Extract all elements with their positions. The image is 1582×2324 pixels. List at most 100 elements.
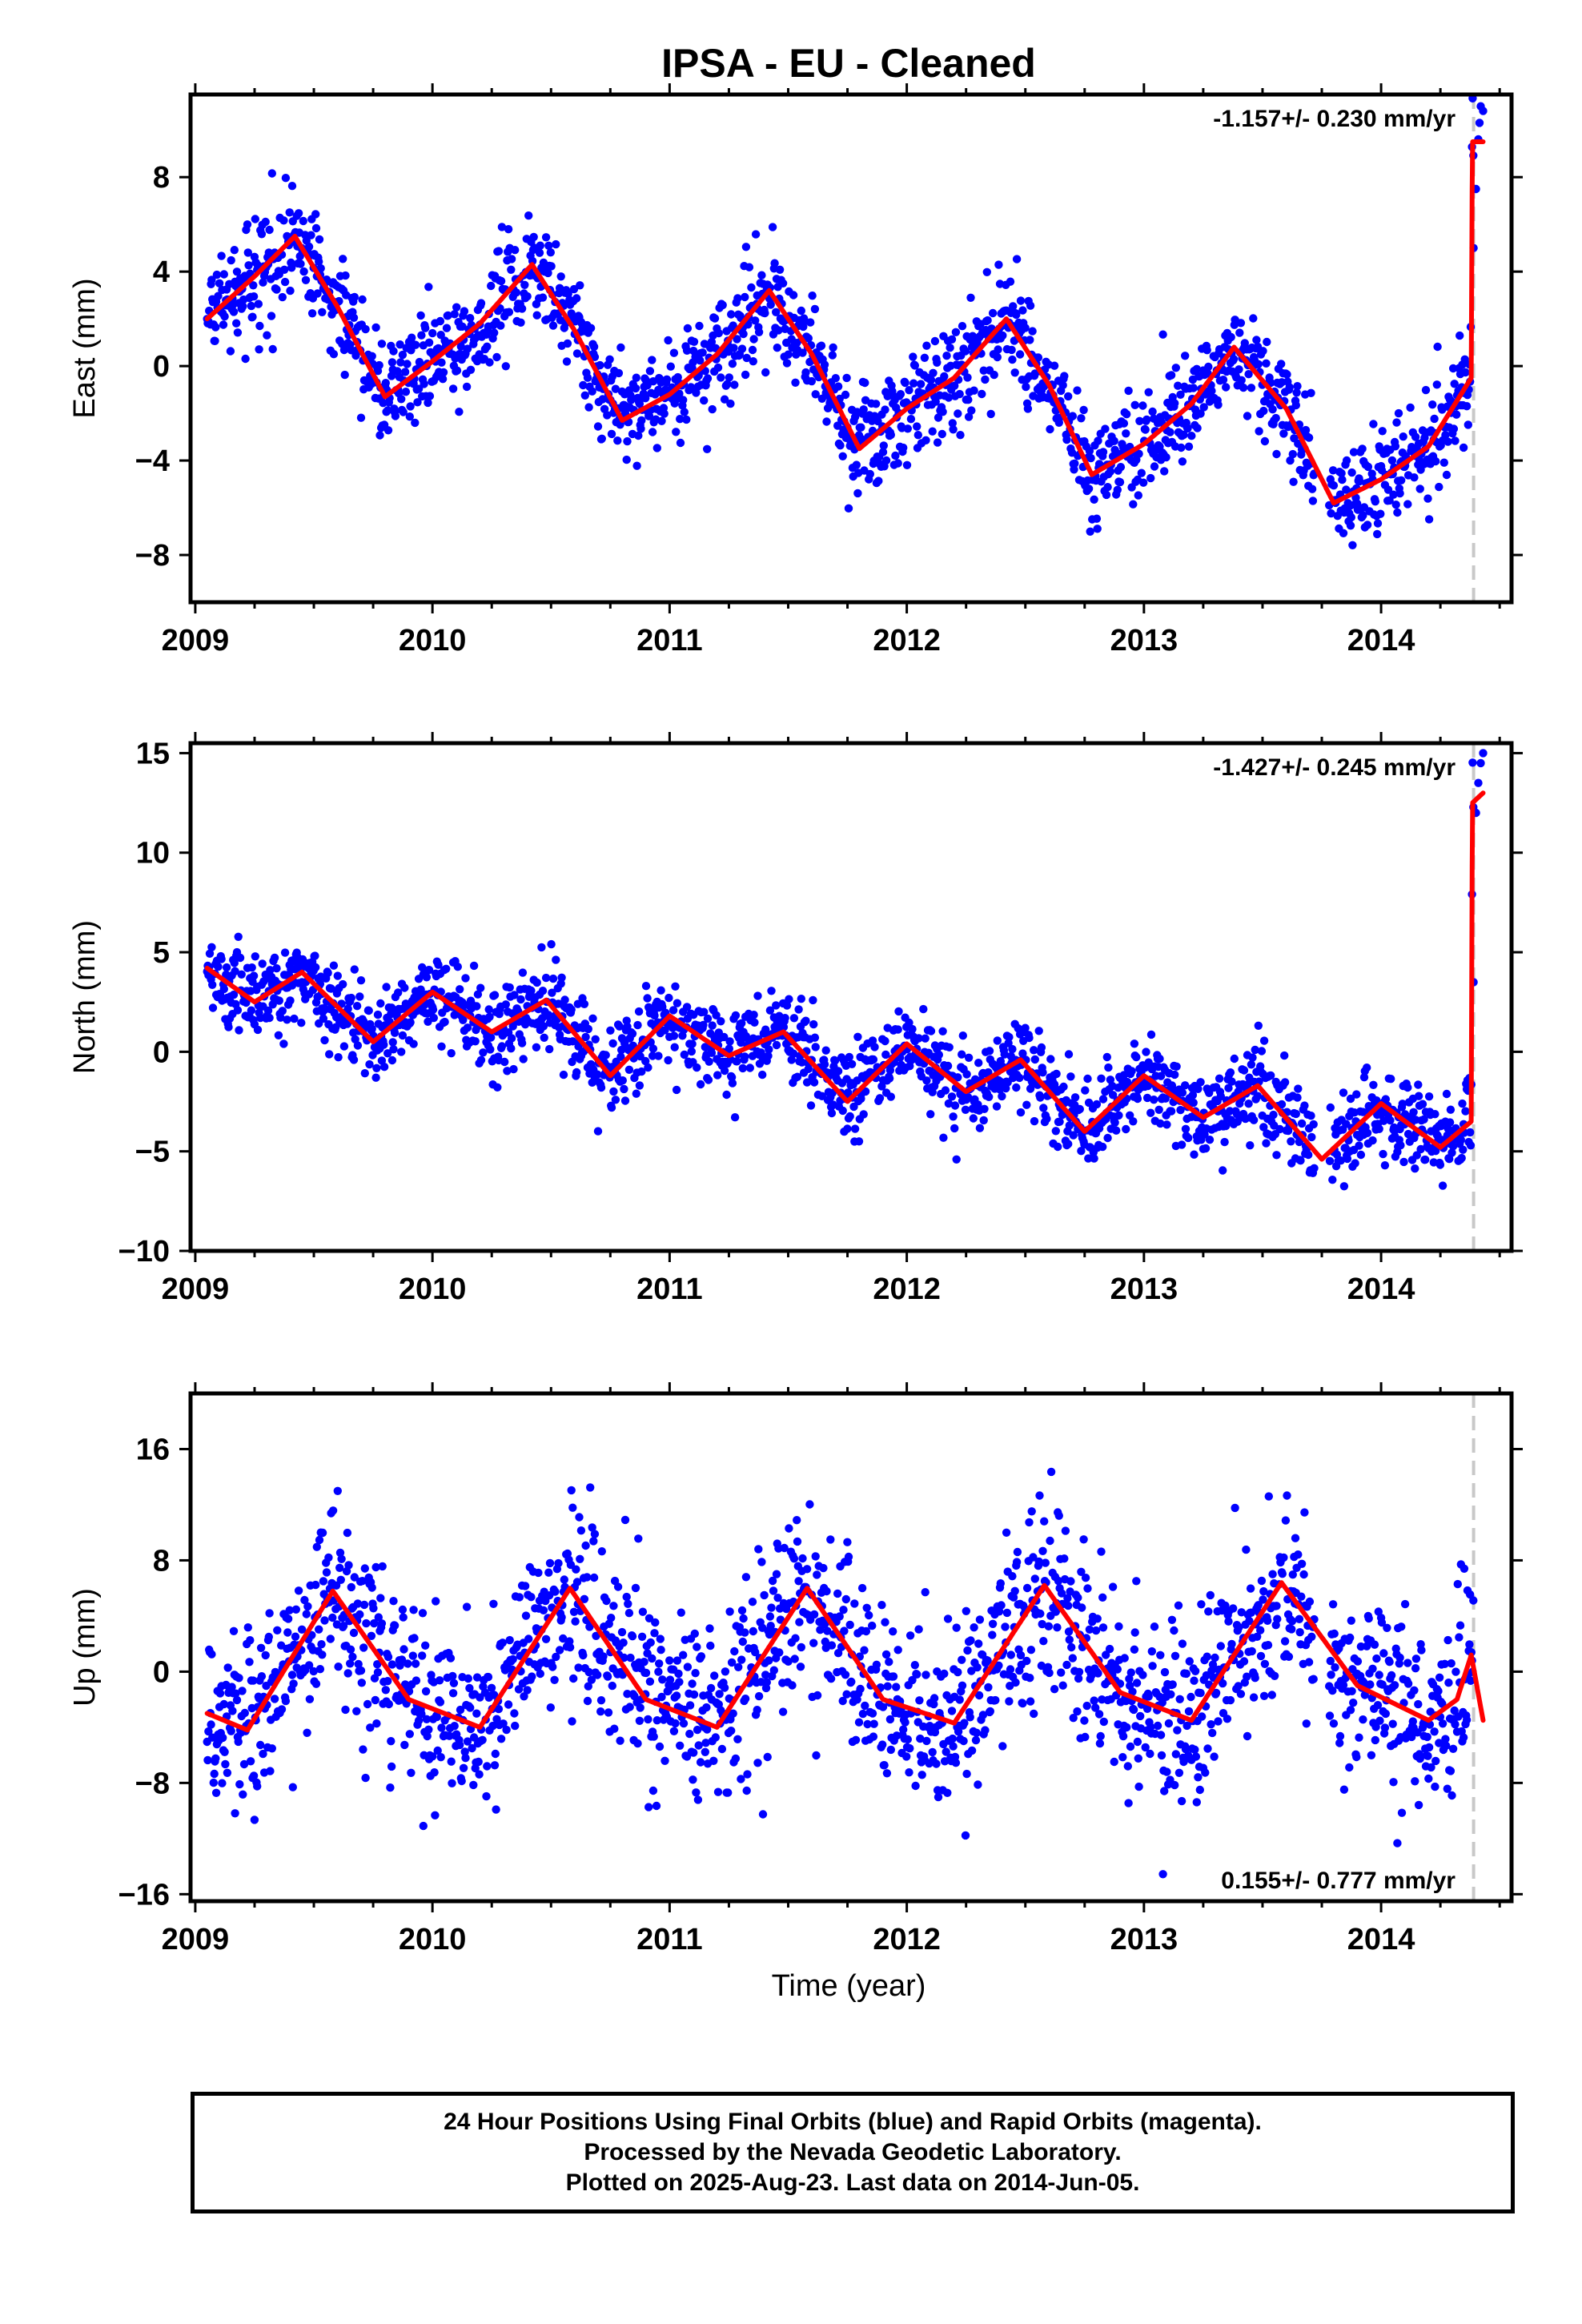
data-point bbox=[632, 461, 641, 470]
data-point bbox=[962, 1070, 971, 1079]
data-point bbox=[767, 987, 776, 995]
data-point bbox=[1328, 1176, 1337, 1184]
data-point bbox=[1084, 485, 1094, 493]
data-point bbox=[672, 1691, 681, 1700]
data-point bbox=[1034, 1027, 1043, 1035]
data-point bbox=[726, 399, 735, 408]
data-point bbox=[881, 405, 889, 414]
data-point bbox=[418, 1609, 428, 1618]
data-point bbox=[520, 1582, 530, 1590]
data-point bbox=[243, 220, 252, 229]
data-point bbox=[1041, 1558, 1050, 1567]
data-point bbox=[532, 978, 541, 987]
data-point bbox=[797, 1642, 805, 1652]
data-point bbox=[845, 1112, 854, 1121]
data-point bbox=[708, 1021, 717, 1030]
data-point bbox=[737, 344, 747, 353]
data-point bbox=[360, 1564, 369, 1573]
data-point bbox=[363, 1699, 372, 1709]
data-point bbox=[993, 352, 1002, 362]
data-point bbox=[235, 1779, 244, 1789]
data-point bbox=[552, 239, 560, 249]
data-point bbox=[952, 1155, 961, 1164]
data-point bbox=[1369, 420, 1378, 428]
data-point bbox=[958, 322, 967, 331]
data-point bbox=[1249, 1116, 1259, 1124]
data-point bbox=[910, 361, 920, 370]
data-point bbox=[1187, 432, 1196, 440]
data-point bbox=[1339, 1088, 1348, 1097]
data-point bbox=[1141, 425, 1150, 434]
data-point bbox=[788, 1681, 797, 1690]
y-tick-label: −4 bbox=[135, 444, 170, 478]
data-point bbox=[320, 1616, 329, 1625]
data-point bbox=[738, 1063, 747, 1073]
data-point bbox=[940, 372, 949, 381]
data-point bbox=[605, 355, 614, 364]
data-point bbox=[885, 1074, 894, 1083]
data-point bbox=[428, 328, 437, 338]
data-point bbox=[311, 951, 319, 960]
x-tick-label: 2013 bbox=[1110, 624, 1178, 657]
data-point bbox=[287, 182, 297, 191]
data-point bbox=[710, 1671, 719, 1680]
data-point bbox=[813, 1691, 822, 1700]
data-point bbox=[943, 1788, 952, 1797]
data-point bbox=[754, 1691, 764, 1701]
data-point bbox=[1098, 1142, 1107, 1152]
data-point bbox=[280, 265, 289, 274]
data-point bbox=[1288, 449, 1298, 459]
data-point bbox=[341, 271, 350, 280]
data-point bbox=[283, 1015, 291, 1024]
data-point bbox=[1244, 370, 1253, 379]
data-point bbox=[516, 318, 525, 327]
data-point bbox=[462, 382, 472, 392]
data-point bbox=[1097, 1074, 1106, 1084]
data-point bbox=[304, 242, 314, 251]
data-point bbox=[1138, 401, 1147, 410]
data-point bbox=[656, 1634, 665, 1643]
data-point bbox=[685, 1701, 695, 1710]
data-point bbox=[842, 1690, 851, 1699]
data-point bbox=[620, 1096, 630, 1105]
data-point bbox=[720, 1683, 729, 1692]
data-point bbox=[872, 1660, 881, 1669]
data-point bbox=[1424, 515, 1434, 524]
data-point bbox=[1431, 456, 1440, 466]
data-point bbox=[1262, 1139, 1271, 1148]
data-point bbox=[702, 1703, 711, 1712]
data-point bbox=[634, 1534, 643, 1543]
data-point bbox=[1395, 489, 1404, 498]
data-point bbox=[311, 1679, 321, 1688]
data-point bbox=[387, 1055, 397, 1065]
data-point bbox=[286, 996, 295, 1005]
data-point bbox=[760, 1590, 769, 1600]
data-point bbox=[397, 395, 406, 404]
data-point bbox=[703, 1014, 713, 1023]
data-point bbox=[955, 389, 964, 399]
data-point bbox=[1050, 361, 1059, 370]
data-point bbox=[217, 955, 226, 963]
data-point bbox=[221, 1759, 230, 1769]
data-point bbox=[255, 321, 264, 331]
data-point bbox=[584, 1024, 592, 1034]
data-point bbox=[315, 235, 324, 244]
data-point bbox=[625, 1703, 634, 1711]
data-point bbox=[926, 376, 936, 384]
data-point bbox=[1066, 1072, 1075, 1081]
data-point bbox=[881, 1650, 891, 1659]
data-point bbox=[871, 400, 881, 408]
data-point bbox=[1098, 1593, 1107, 1602]
data-point bbox=[906, 415, 916, 424]
data-point bbox=[827, 1641, 837, 1650]
data-point bbox=[713, 1787, 723, 1796]
data-point bbox=[219, 270, 228, 279]
data-point bbox=[1091, 1626, 1101, 1635]
data-point bbox=[1134, 491, 1143, 500]
data-point bbox=[920, 353, 930, 362]
data-point bbox=[567, 1005, 576, 1014]
data-point bbox=[580, 391, 589, 400]
data-point bbox=[334, 1053, 343, 1062]
data-point bbox=[711, 1733, 720, 1742]
data-point bbox=[635, 1081, 644, 1090]
